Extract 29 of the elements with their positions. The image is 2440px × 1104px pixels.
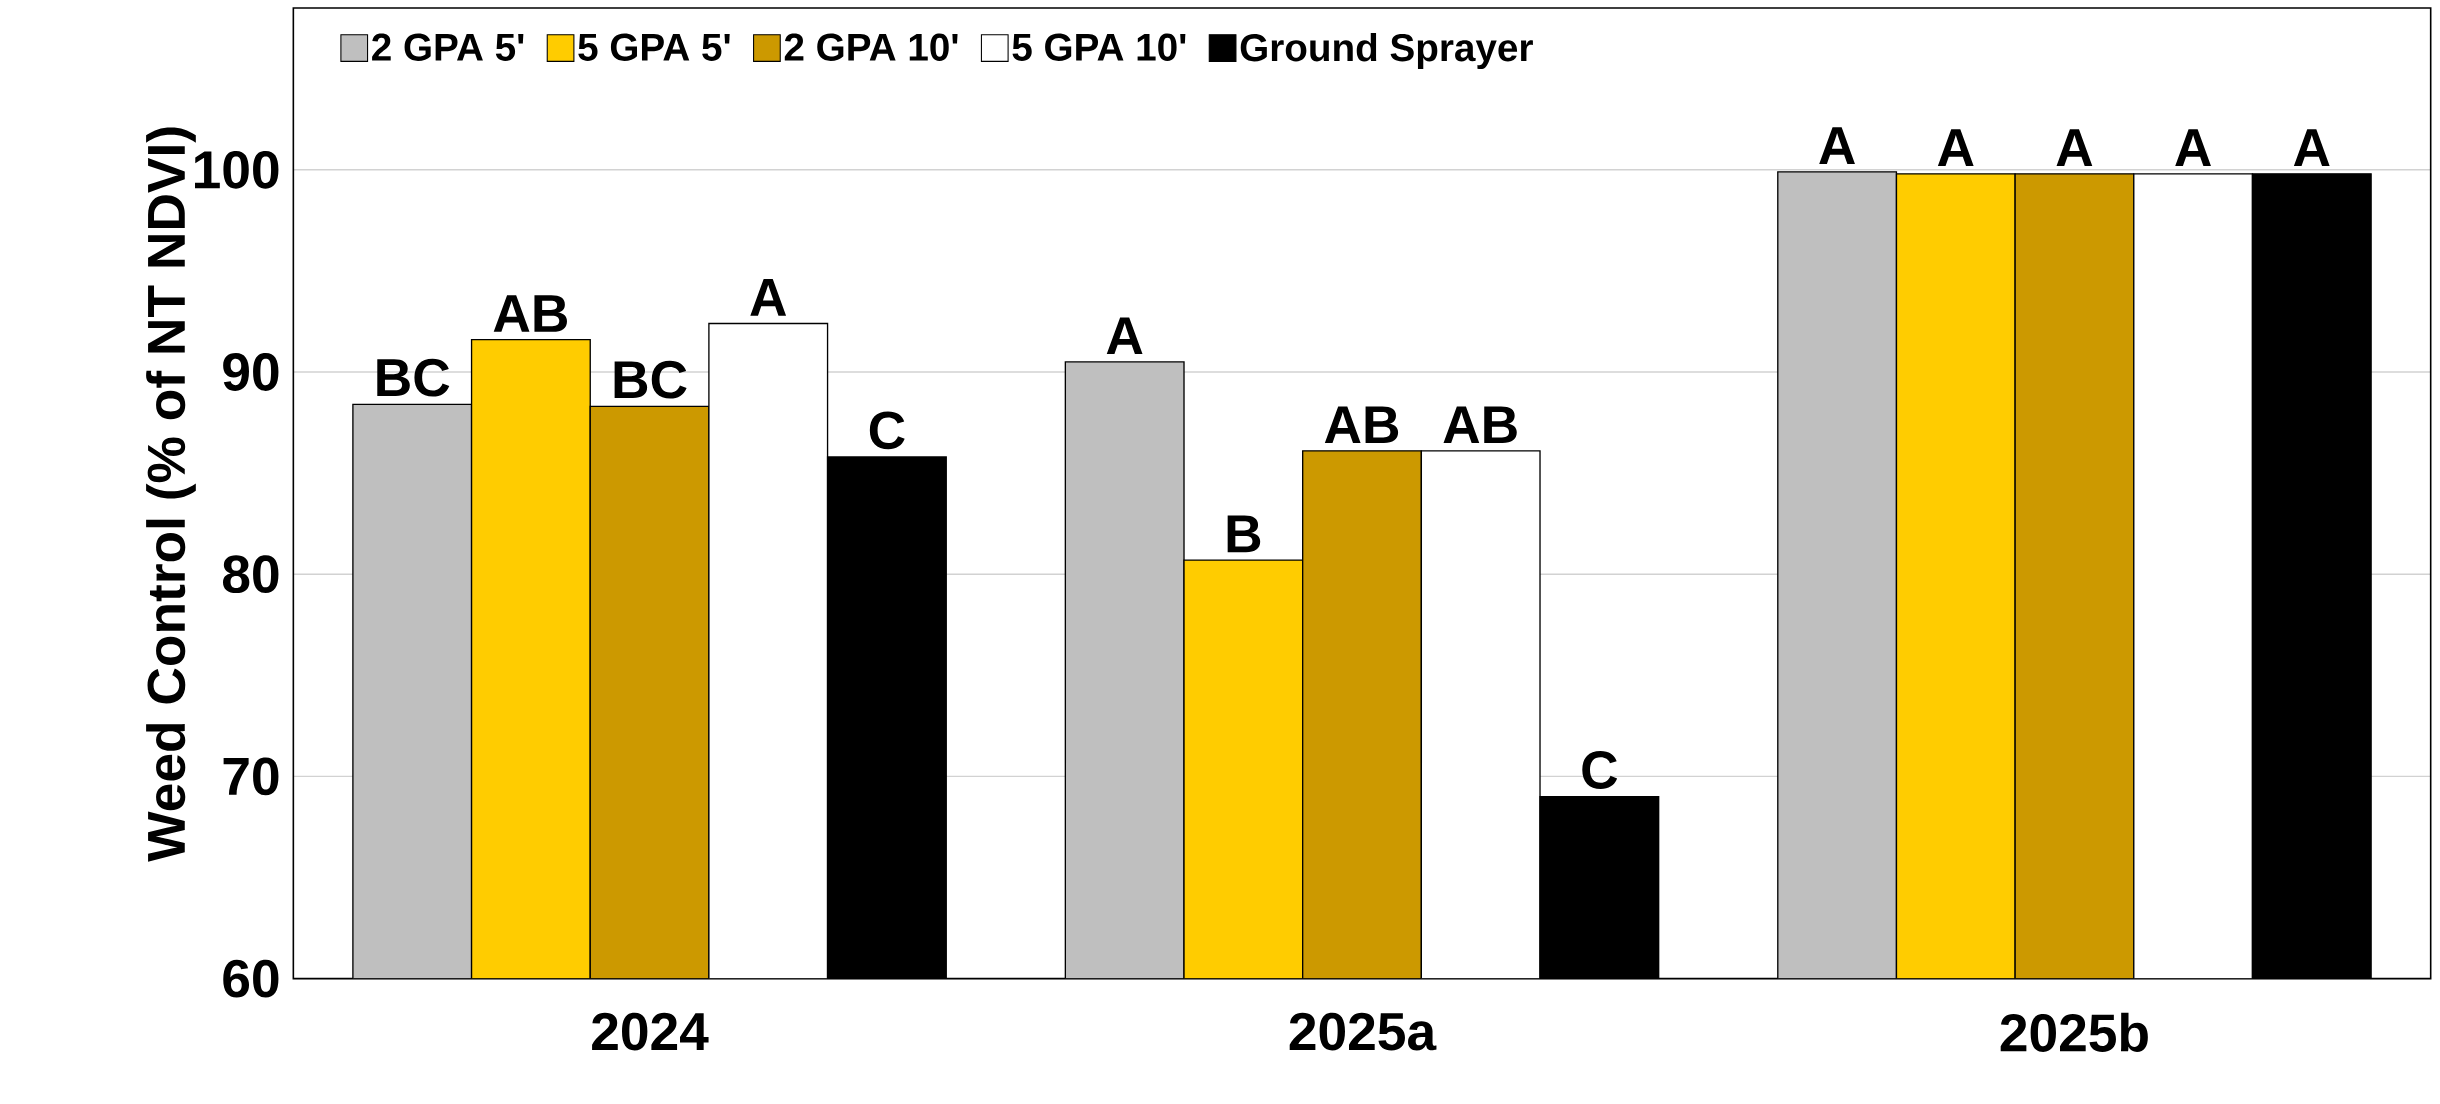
data-label: A <box>1937 129 1974 167</box>
data-label: AB <box>493 295 567 332</box>
data-label: A <box>750 279 787 316</box>
y-tick-label: 70 <box>223 757 279 796</box>
x-tick-label: 2025a <box>1289 1012 1437 1051</box>
x-tick-label: 2024 <box>592 1012 709 1051</box>
data-label: A <box>2175 129 2211 167</box>
data-label: A <box>1819 127 1855 165</box>
y-tick-label: 100 <box>195 150 279 189</box>
y-tick-label: 80 <box>223 555 279 594</box>
data-label: B <box>1227 515 1261 553</box>
legend-label: 2 GPA 10' <box>784 33 958 61</box>
legend-label: 2 GPA 5' <box>372 33 524 61</box>
data-label: A <box>2293 129 2330 167</box>
data-label: AB <box>1443 406 1517 444</box>
y-tick-label: 60 <box>223 959 279 998</box>
data-label: C <box>869 411 905 450</box>
legend-label: Ground Sprayer <box>1240 33 1533 70</box>
y-tick-label: 90 <box>223 353 279 391</box>
data-label: A <box>2056 129 2093 167</box>
data-label: A <box>1106 317 1143 355</box>
data-label: BC <box>377 358 450 397</box>
legend-label: 5 GPA 5' <box>578 33 730 61</box>
legend-label: 5 GPA 10' <box>1012 33 1186 61</box>
data-label: BC <box>614 360 687 399</box>
y-axis-title: Weed Control (% of NT NDVI) <box>146 127 196 862</box>
data-label: C <box>1582 751 1618 789</box>
data-label: AB <box>1324 406 1399 444</box>
x-tick-label: 2025b <box>2000 1012 2148 1052</box>
